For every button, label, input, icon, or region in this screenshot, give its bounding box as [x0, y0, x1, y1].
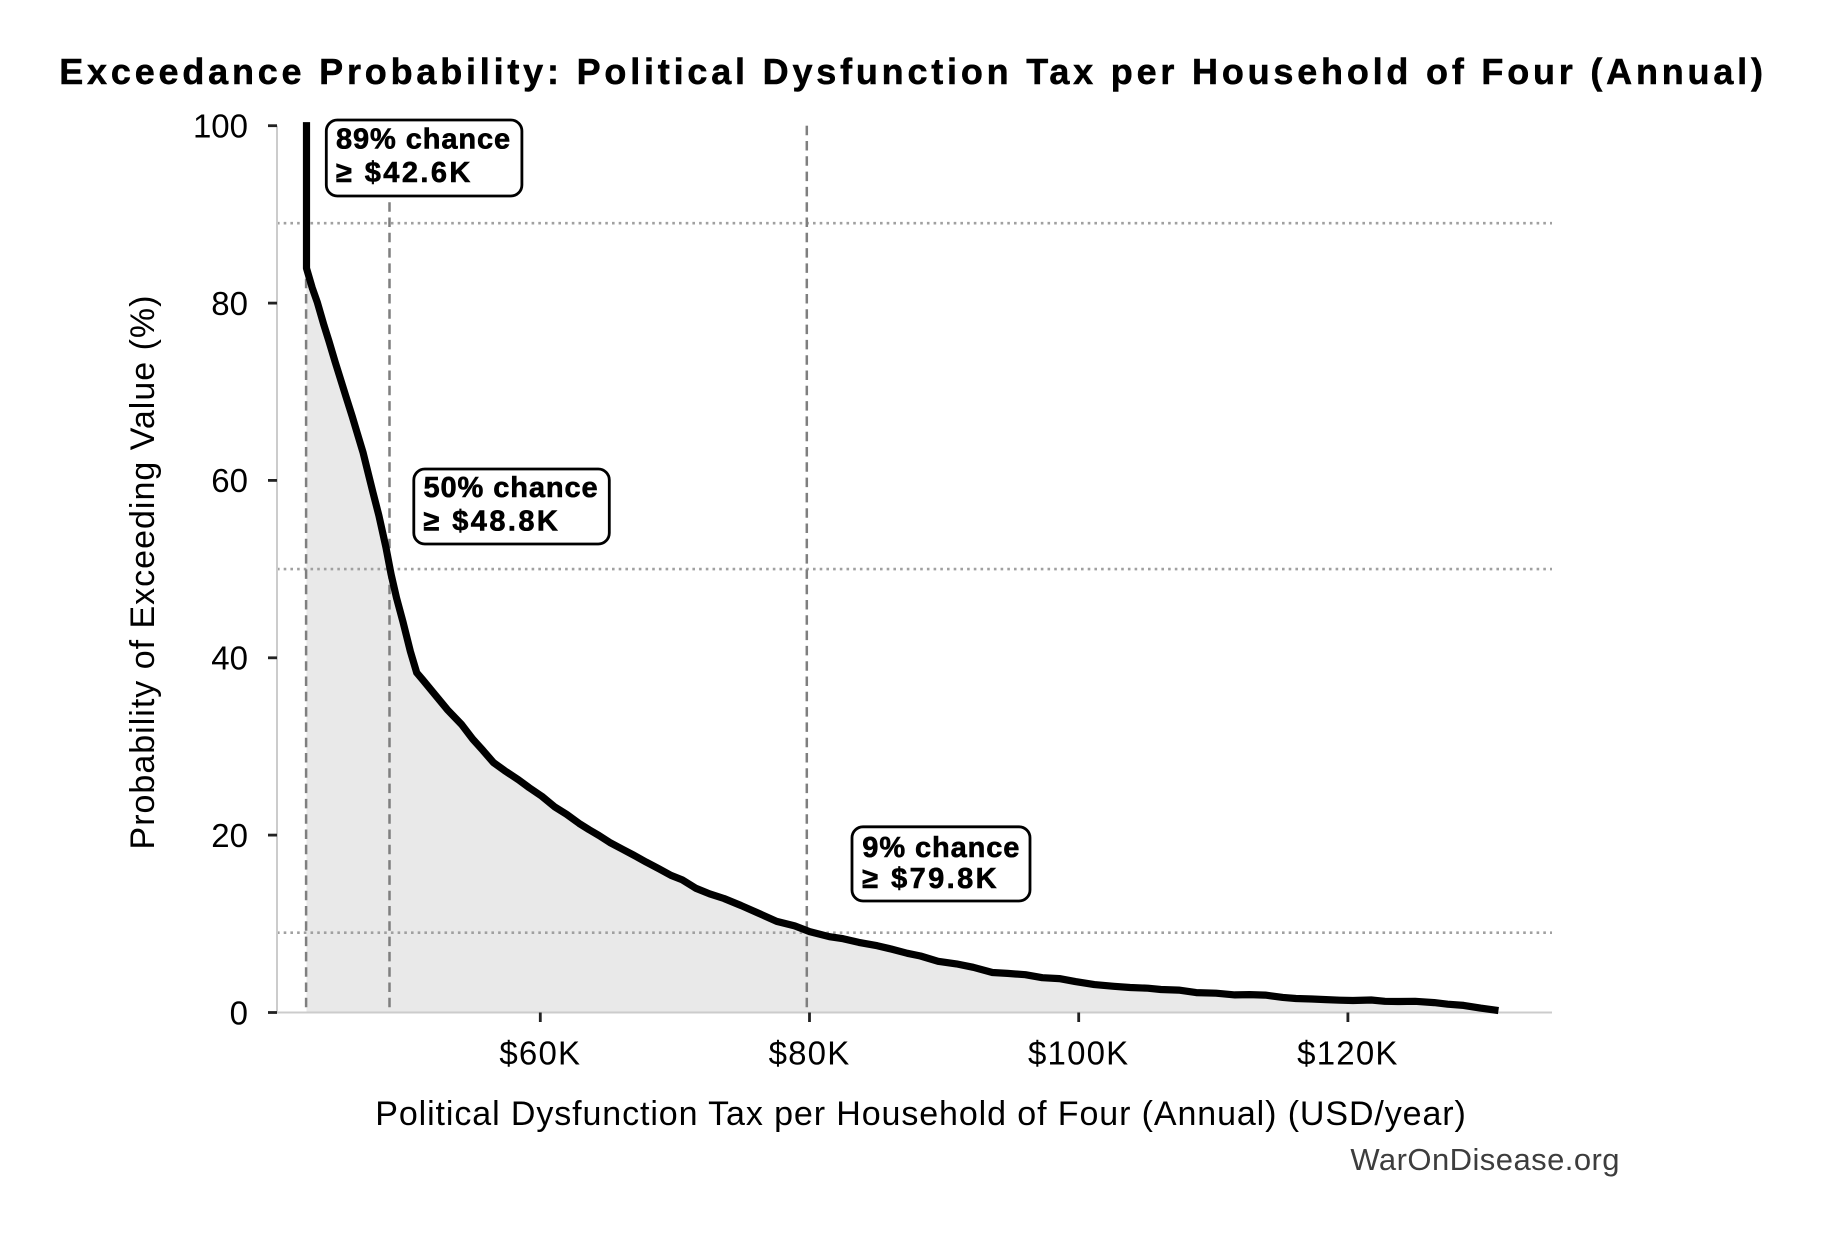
- svg-text:100: 100: [193, 108, 248, 145]
- svg-text:89% chance: 89% chance: [336, 123, 511, 155]
- svg-text:$60K: $60K: [499, 1035, 581, 1072]
- svg-text:Exceedance Probability: Politi: Exceedance Probability: Political Dysfun…: [59, 51, 1767, 92]
- svg-text:20: 20: [211, 817, 248, 854]
- svg-text:≥ $48.8K: ≥ $48.8K: [424, 506, 561, 538]
- svg-text:Political Dysfunction Tax per: Political Dysfunction Tax per Household …: [375, 1095, 1466, 1133]
- svg-text:40: 40: [211, 640, 248, 677]
- svg-text:Probability of Exceeding Value: Probability of Exceeding Value (%): [124, 295, 162, 850]
- svg-text:9% chance: 9% chance: [862, 832, 1020, 864]
- svg-text:$120K: $120K: [1297, 1035, 1398, 1072]
- svg-text:60: 60: [211, 462, 248, 499]
- svg-text:$100K: $100K: [1028, 1035, 1129, 1072]
- svg-text:≥ $42.6K: ≥ $42.6K: [336, 157, 473, 189]
- svg-text:80: 80: [211, 285, 248, 322]
- svg-text:≥ $79.8K: ≥ $79.8K: [862, 863, 999, 895]
- svg-text:0: 0: [230, 994, 248, 1031]
- svg-text:WarOnDisease.org: WarOnDisease.org: [1350, 1142, 1620, 1177]
- svg-text:50% chance: 50% chance: [424, 472, 599, 504]
- svg-text:$80K: $80K: [769, 1035, 851, 1072]
